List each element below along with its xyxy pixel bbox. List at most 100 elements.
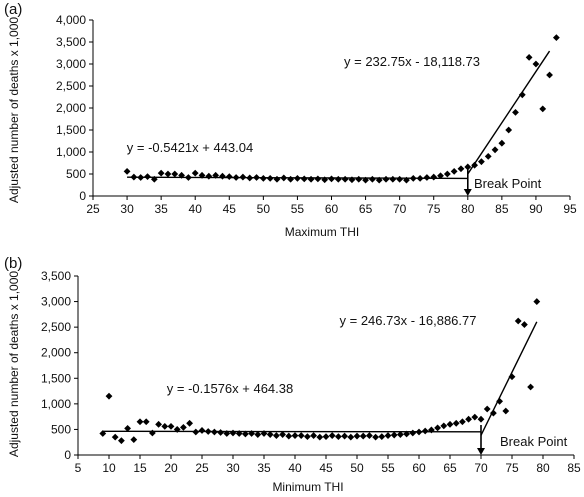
panel-a-data-point: [546, 72, 553, 79]
panel-b-x-tick-label: 20: [164, 461, 178, 475]
panel-a-x-tick-label: 35: [154, 202, 168, 216]
panel-b-y-tick-label: 2,000: [41, 346, 71, 360]
panel-a-y-tick-label: 2,000: [56, 101, 86, 115]
panel-b-data-point: [323, 433, 330, 440]
panel-a-data-point: [219, 173, 226, 180]
panel-a-x-tick-label: 80: [461, 202, 475, 216]
panel-a-data-point: [328, 175, 335, 182]
panel-a-data-point: [185, 174, 192, 181]
panel-a-data-point: [130, 174, 137, 181]
panel-b-data-point: [527, 384, 534, 391]
panel-b-x-tick-label: 70: [474, 461, 488, 475]
panel-b-data-point: [192, 429, 199, 436]
panel-a-data-point: [539, 105, 546, 112]
panel-a-data-point: [478, 158, 485, 165]
panel-a-data-point: [301, 175, 308, 182]
panel-a-x-tick-label: 50: [257, 202, 271, 216]
panel-a-x-tick-label: 25: [86, 202, 100, 216]
panel-a-x-tick-label: 70: [393, 202, 407, 216]
panel-a-label: (a): [4, 1, 22, 18]
panel-b-y-tick-label: 3,000: [41, 295, 71, 309]
panel-a-data-point: [240, 174, 247, 181]
panel-b-y-tick-label: 2,500: [41, 320, 71, 334]
panel-b-data-point: [341, 433, 348, 440]
panel-a-data-point: [458, 165, 465, 172]
panel-a-data-point: [233, 174, 240, 181]
panel-a-x-tick-label: 65: [359, 202, 373, 216]
panel-b-x-tick-label: 55: [381, 461, 395, 475]
panel-b-data-point: [440, 422, 447, 429]
panel-b-data-point: [347, 434, 354, 441]
panel-b-data-point: [106, 393, 113, 400]
panel-b-x-tick-label: 25: [195, 461, 209, 475]
panel-b-data-point: [316, 434, 323, 441]
panel-a-data-point: [308, 176, 315, 183]
panel-b-data-point: [434, 424, 441, 431]
panel-a-data-point: [144, 173, 151, 180]
panel-a-x-tick-label: 90: [529, 202, 543, 216]
panel-a: (a) Adjusted number of deaths x 1,000 Ma…: [4, 1, 577, 239]
panel-a-data-point: [335, 176, 342, 183]
panel-b-y-tick-label: 1,000: [41, 397, 71, 411]
panel-a-x-tick-label: 75: [427, 202, 441, 216]
panel-a-data-point: [253, 174, 260, 181]
panel-b-break-point-arrowhead: [477, 448, 485, 455]
panel-b-x-tick-label: 30: [226, 461, 240, 475]
panel-a-data-point: [553, 34, 560, 41]
panel-b-data-point: [211, 429, 218, 436]
panel-b-x-axis-title: Minimum THI: [272, 480, 343, 492]
panel-b-data-point: [298, 432, 305, 439]
panel-b-trend-line-2: [481, 322, 537, 436]
panel-b-data-point: [422, 428, 429, 435]
panel-a-data-point: [383, 176, 390, 183]
panel-a-trend-line-2: [468, 51, 550, 174]
panel-b-data-point: [478, 416, 485, 423]
panel-a-equation-2: y = 232.75x - 18,118.73: [344, 54, 480, 69]
panel-b-data-point: [502, 408, 509, 415]
panel-a-y-tick-label: 500: [66, 167, 86, 181]
panel-a-data-point: [417, 175, 424, 182]
panel-a-break-point-arrowhead: [464, 189, 472, 196]
panel-b-data-point: [199, 427, 206, 434]
panel-b-x-tick-label: 85: [567, 461, 581, 475]
panel-a-data-point: [410, 175, 417, 182]
panel-a-equation-1: y = -0.5421x + 443.04: [127, 140, 253, 155]
panel-a-data-point: [267, 175, 274, 182]
panel-b-label: (b): [4, 255, 22, 272]
panel-b-data-point: [484, 406, 491, 413]
panel-b-data-point: [409, 430, 416, 437]
panel-b-x-tick-label: 50: [350, 461, 364, 475]
panel-a-y-tick-label: 1,500: [56, 123, 86, 137]
panel-a-data-point: [355, 176, 362, 183]
panel-a-y-tick-label: 3,000: [56, 57, 86, 71]
panel-a-data-point: [396, 176, 403, 183]
panel-a-x-tick-label: 45: [223, 202, 237, 216]
panel-a-y-axis-title: Adjusted number of deaths x 1,000: [7, 17, 21, 203]
panel-b-data-point: [205, 428, 212, 435]
panel-b-data-point: [230, 430, 237, 437]
panel-b-data-point: [168, 423, 175, 430]
panel-b-x-tick-label: 35: [257, 461, 271, 475]
panel-b-data-point: [149, 430, 156, 437]
panel-a-y-tick-label: 0: [79, 189, 86, 203]
panel-b-data-point: [465, 416, 472, 423]
panel-b-data-point: [273, 432, 280, 439]
panel-a-x-tick-label: 30: [120, 202, 134, 216]
panel-a-data-point: [424, 174, 431, 181]
panel-b-data-point: [391, 432, 398, 439]
panel-b-data-point: [515, 318, 522, 325]
panel-a-data-point: [287, 176, 294, 183]
panel-b-data-point: [378, 433, 385, 440]
panel-b-data-point: [329, 432, 336, 439]
panel-b-data-point: [186, 420, 193, 427]
panel-a-break-point-label: Break Point: [474, 176, 542, 191]
panel-b-equation-2: y = 246.73x - 16,886.77: [340, 313, 477, 328]
panel-b-data-point: [385, 432, 392, 439]
panel-b-data-point: [360, 433, 367, 440]
panel-a-data-point: [124, 168, 131, 175]
panel-a-data-point: [171, 171, 178, 178]
panel-a-x-tick-label: 85: [495, 202, 509, 216]
panel-a-data-point: [274, 176, 281, 183]
